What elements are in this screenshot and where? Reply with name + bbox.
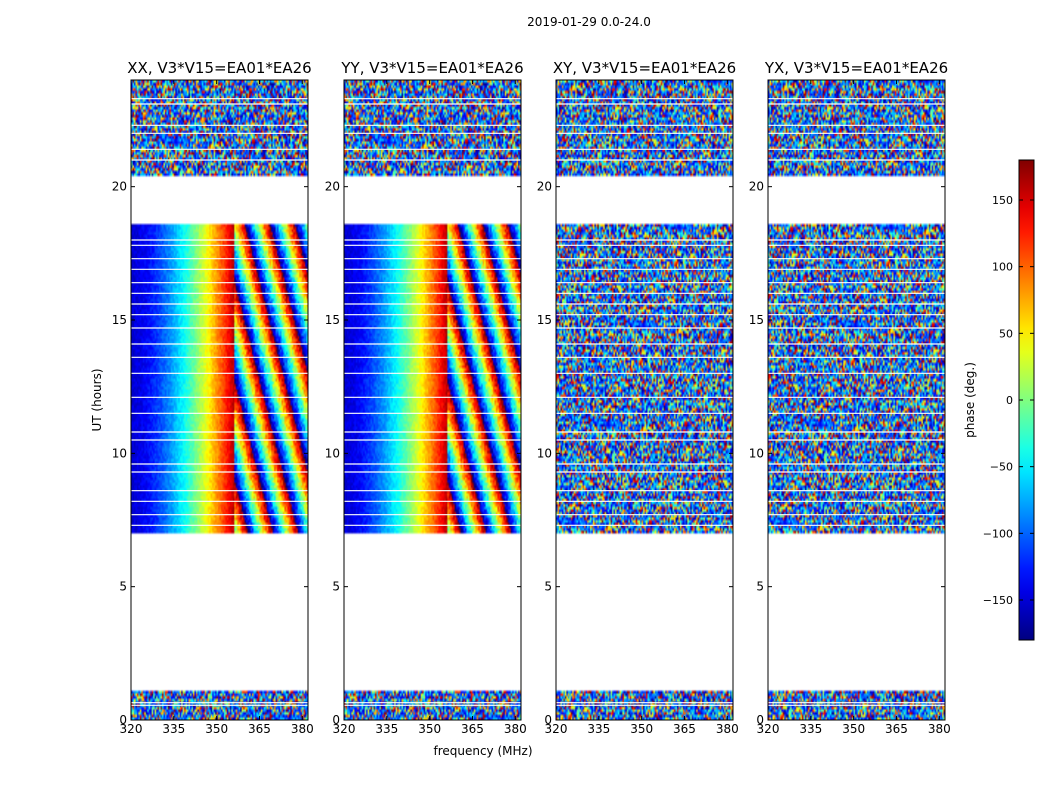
y-tick-label: 15	[112, 313, 127, 327]
y-tick-label: 5	[119, 580, 127, 594]
axes-frame	[343, 79, 522, 721]
y-tick-label: 20	[749, 180, 764, 194]
y-tick-label: 5	[544, 580, 552, 594]
axes-frame	[767, 79, 946, 721]
x-tick-label: 335	[375, 722, 398, 736]
x-tick-label: 320	[545, 722, 568, 736]
y-tick-label: 10	[325, 446, 340, 460]
colorbar-tick-label: 50	[999, 327, 1013, 340]
y-tick-label: 10	[537, 446, 552, 460]
panel-title: XX, V3*V15=EA01*EA26	[127, 59, 311, 77]
phase-heatmap	[556, 80, 733, 720]
x-tick-label: 320	[120, 722, 143, 736]
panel-1: XX, V3*V15=EA01*EA26 320 335 350 365 380 0 5 10 1…	[112, 59, 314, 736]
x-tick-label: 335	[799, 722, 822, 736]
x-axis-label: frequency (MHz)	[433, 744, 532, 758]
x-tick-label: 365	[461, 722, 484, 736]
x-tick-label: 350	[418, 722, 441, 736]
x-tick-label: 365	[248, 722, 271, 736]
panels: XX, V3*V15=EA01*EA26 320 335 350 365 380 0 5 10 1…	[112, 59, 951, 736]
axes-frame	[130, 79, 309, 721]
x-tick-label: 380	[716, 722, 739, 736]
axes-frame	[555, 79, 734, 721]
x-tick-label: 320	[333, 722, 356, 736]
panel-title: YX, V3*V15=EA01*EA26	[764, 59, 948, 77]
y-tick-label: 10	[749, 446, 764, 460]
x-tick-label: 335	[587, 722, 610, 736]
colorbar-tick-label: −150	[983, 594, 1013, 607]
y-tick-label: 5	[756, 580, 764, 594]
y-tick-label: 15	[325, 313, 340, 327]
panel-4: YX, V3*V15=EA01*EA26 320 335 350 365 380 0 5 10 1…	[749, 59, 951, 736]
colorbar: −150 −100 −50 0 50 100 150	[983, 159, 1035, 641]
colorbar-tick-label: 0	[1006, 394, 1013, 407]
colorbar-tick-label: −50	[990, 461, 1013, 474]
panel-3: XY, V3*V15=EA01*EA26 320 335 350 365 380 0 5 10 1…	[537, 59, 739, 736]
x-tick-label: 365	[673, 722, 696, 736]
phase-heatmap	[344, 80, 521, 720]
phase-heatmap	[768, 80, 945, 720]
y-tick-label: 0	[332, 713, 340, 727]
y-tick-label: 20	[112, 180, 127, 194]
y-tick-label: 10	[112, 446, 127, 460]
panel-title: YY, V3*V15=EA01*EA26	[340, 59, 523, 77]
y-tick-label: 5	[332, 580, 340, 594]
y-tick-label: 15	[537, 313, 552, 327]
y-tick-label: 0	[544, 713, 552, 727]
x-tick-label: 350	[630, 722, 653, 736]
x-tick-label: 380	[291, 722, 314, 736]
colorbar-tick-label: 150	[992, 194, 1013, 207]
x-tick-label: 380	[928, 722, 951, 736]
y-tick-label: 0	[756, 713, 764, 727]
y-tick-label: 15	[749, 313, 764, 327]
x-tick-label: 320	[757, 722, 780, 736]
y-axis-label: UT (hours)	[90, 368, 104, 431]
phase-heatmap	[131, 80, 308, 720]
panel-title: XY, V3*V15=EA01*EA26	[553, 59, 736, 77]
colorbar-label: phase (deg.)	[963, 362, 977, 438]
x-tick-label: 380	[504, 722, 527, 736]
colorbar-tick-label: 100	[992, 261, 1013, 274]
x-tick-label: 335	[162, 722, 185, 736]
x-tick-label: 350	[205, 722, 228, 736]
figure-title: 2019-01-29 0.0-24.0	[527, 15, 651, 29]
x-tick-label: 365	[885, 722, 908, 736]
y-tick-label: 20	[325, 180, 340, 194]
y-tick-label: 0	[119, 713, 127, 727]
x-tick-label: 350	[842, 722, 865, 736]
y-tick-label: 20	[537, 180, 552, 194]
colorbar-tick-label: −100	[983, 527, 1013, 540]
panel-2: YY, V3*V15=EA01*EA26 320 335 350 365 380 0 5 10 1…	[325, 59, 527, 736]
